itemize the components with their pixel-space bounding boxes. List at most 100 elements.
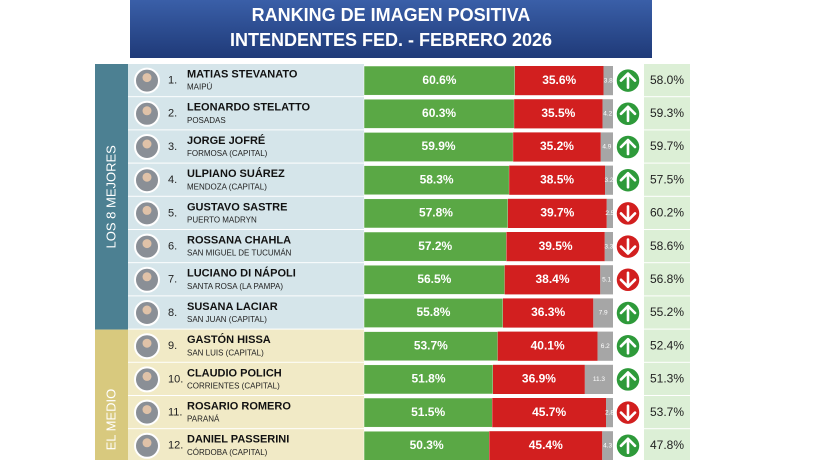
previous-bg [644, 396, 690, 429]
name: ULPIANO SUÁREZ [187, 167, 285, 180]
photo-head [142, 172, 152, 182]
city: PUERTO MADRYN [187, 216, 257, 225]
positive-label: 60.6% [422, 73, 456, 87]
rank: 1. [168, 75, 177, 87]
negative-label: 45.7% [532, 405, 566, 419]
photo-head [142, 438, 152, 448]
name: CLAUDIO POLICH [187, 367, 282, 379]
positive-label: 60.3% [422, 106, 456, 120]
photo-head [142, 272, 152, 282]
row-bg [128, 163, 364, 197]
ns-label: 2.5 [605, 210, 614, 217]
negative-label: 35.2% [540, 139, 574, 153]
rank: 2. [168, 108, 177, 120]
section-band [95, 64, 128, 330]
positive-label: 57.8% [419, 206, 453, 220]
negative-bar [497, 331, 598, 361]
city: MAIPÚ [187, 83, 213, 92]
ns-bar [602, 431, 613, 460]
ns-label: 3.8 [604, 77, 613, 84]
name: JORGE JOFRÉ [187, 134, 265, 147]
city: CORRIENTES (CAPITAL) [187, 382, 280, 391]
row-bg [128, 329, 364, 363]
row-bg [128, 263, 364, 297]
ns-label: 6.2 [601, 343, 610, 350]
negative-bar [506, 232, 605, 262]
negative-bar [509, 165, 606, 195]
positive-label: 58.3% [420, 172, 454, 186]
section-label: EL MEDIO [103, 389, 118, 451]
previous-value: 53.7% [650, 405, 684, 419]
city: PARANÁ [187, 415, 220, 424]
ns-bar [584, 364, 613, 394]
positive-bar [363, 430, 490, 460]
ns-label: 4.9 [602, 144, 611, 151]
ns-bar [597, 331, 613, 361]
rank: 9. [168, 340, 177, 352]
previous-value: 55.2% [650, 305, 684, 319]
ns-label: 3.2 [604, 177, 613, 184]
row-sep [128, 195, 690, 197]
positive-label: 51.8% [411, 372, 445, 386]
name: MATIAS STEVANATO [187, 69, 298, 81]
ns-bar [605, 165, 613, 195]
row-sep [128, 295, 690, 297]
rank: 4. [168, 174, 177, 186]
negative-bar [502, 298, 594, 328]
city: SANTA ROSA (LA PAMPA) [187, 282, 283, 291]
trend-arrow [619, 238, 637, 255]
previous-value: 59.7% [650, 139, 684, 153]
row-bg [128, 64, 364, 98]
row-sep [128, 262, 690, 264]
trend-arrow [619, 138, 637, 156]
name: ROSARIO ROMERO [187, 401, 291, 413]
previous-bg [644, 163, 690, 196]
rank: 12. [168, 440, 183, 452]
positive-bar [363, 65, 516, 96]
positive-bar [363, 132, 514, 162]
row-sep [128, 229, 690, 230]
ns-bar [600, 132, 613, 162]
negative-label: 39.5% [539, 239, 573, 253]
previous-bg [644, 97, 690, 130]
ns-bar [602, 99, 613, 129]
city: SAN LUIS (CAPITAL) [187, 348, 264, 357]
negative-label: 39.7% [540, 206, 574, 220]
positive-bar [363, 231, 507, 262]
photo-head [142, 139, 152, 149]
trend-arrow [619, 371, 637, 388]
rank: 11. [168, 407, 182, 419]
negative-label: 36.3% [531, 305, 565, 319]
ns-label: 4.3 [603, 443, 612, 450]
negative-bar [492, 398, 607, 428]
ns-bar [606, 198, 613, 228]
ns-label: 7.9 [599, 310, 608, 317]
negative-label: 45.4% [529, 438, 563, 452]
ns-label: 5.1 [602, 277, 611, 284]
rank: 8. [168, 307, 177, 319]
ns-bar [604, 232, 613, 262]
trend-arrow [619, 105, 637, 123]
name: GASTÓN HISSA [187, 333, 271, 346]
photo-head [142, 106, 152, 116]
chart-title: RANKING DE IMAGEN POSITIVA [252, 5, 531, 25]
trend-arrow [619, 72, 637, 89]
row-sep [128, 162, 690, 164]
row-bg [128, 97, 364, 131]
positive-bar [363, 165, 510, 196]
positive-bar [363, 298, 504, 328]
negative-bar [504, 265, 601, 295]
positive-label: 57.2% [418, 239, 452, 253]
ns-bar [606, 398, 613, 428]
row-bg [128, 130, 364, 164]
row-bg [128, 296, 364, 330]
negative-label: 35.5% [541, 106, 575, 120]
section-band [95, 329, 128, 460]
previous-value: 51.3% [650, 372, 684, 386]
row-sep [128, 395, 690, 396]
photo-head [142, 73, 152, 83]
previous-bg [644, 296, 690, 329]
negative-label: 40.1% [531, 338, 565, 352]
